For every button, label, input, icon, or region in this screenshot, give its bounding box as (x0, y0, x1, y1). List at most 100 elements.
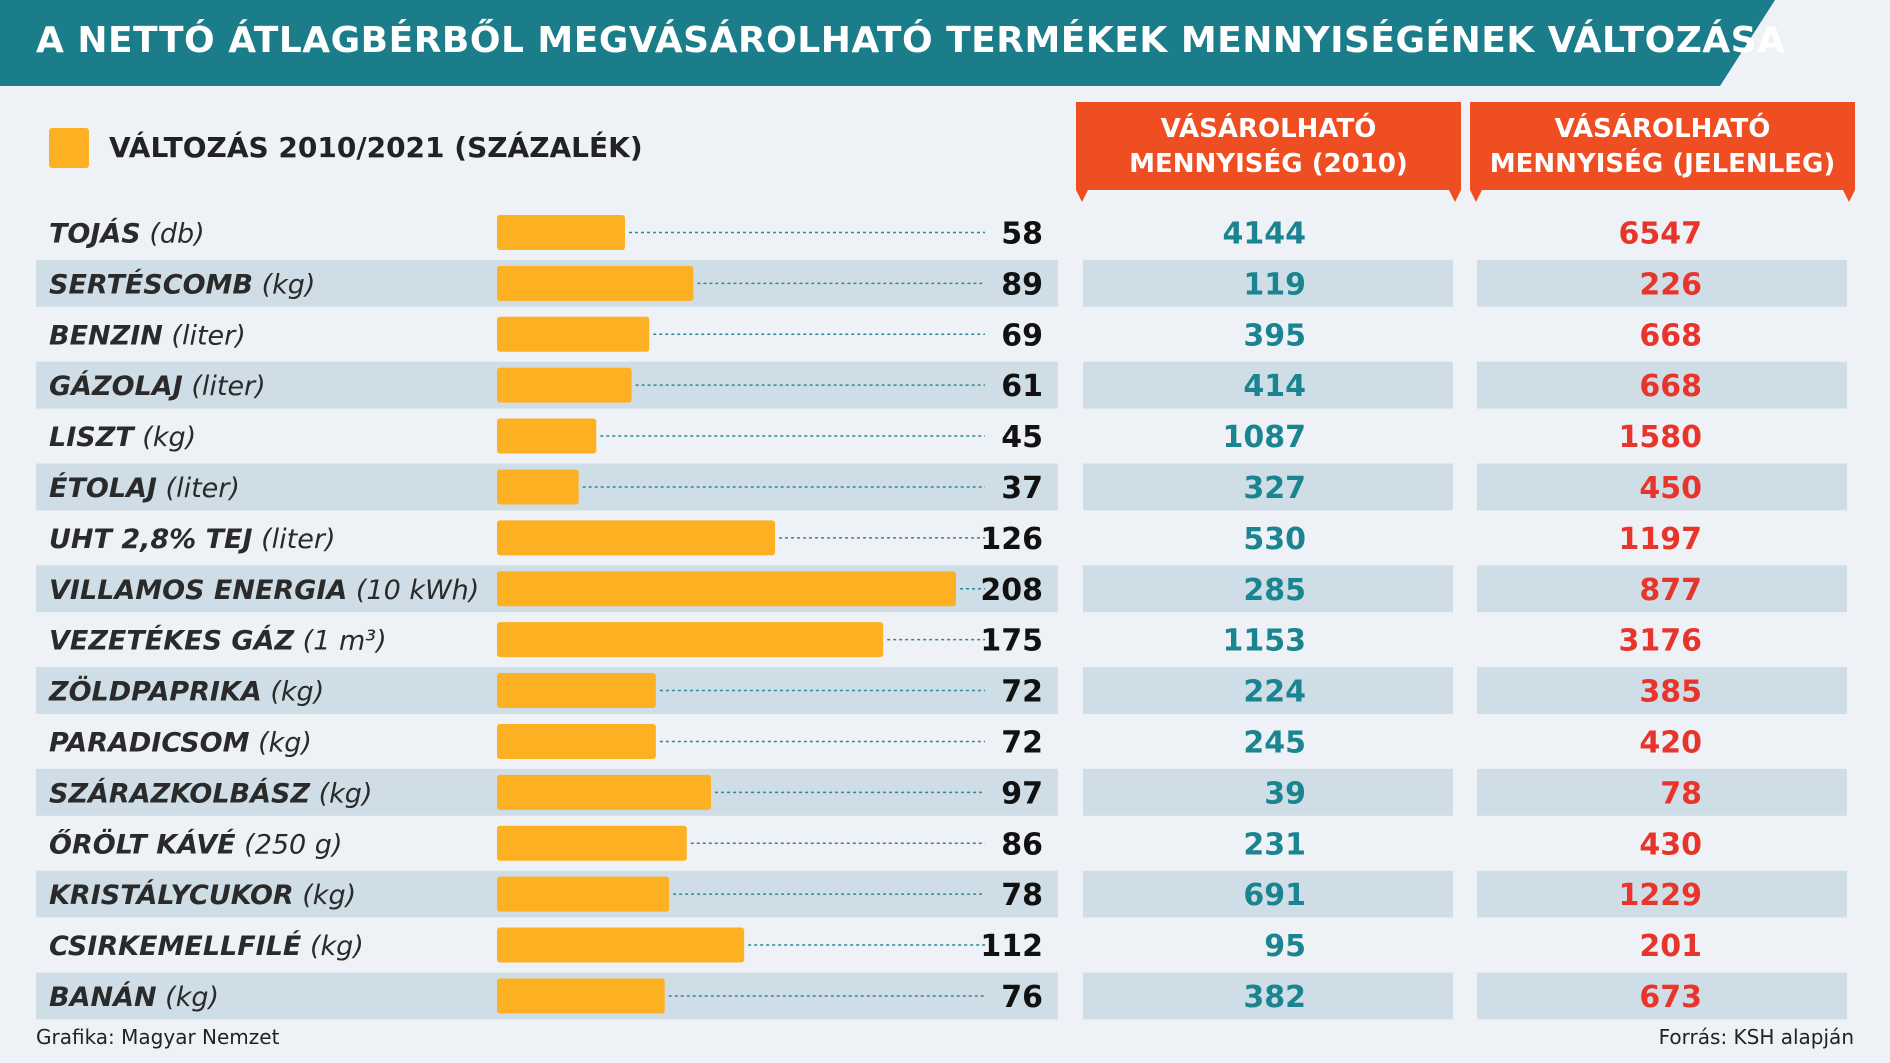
category-label: BANÁN (kg) (49, 981, 219, 1013)
category-unit: (kg) (310, 778, 372, 809)
category-label: BENZIN (liter) (49, 320, 246, 351)
row-stripe-jelenleg (1477, 361, 1847, 409)
category-unit: (250 g) (236, 829, 343, 860)
category-unit: (kg) (301, 931, 363, 962)
bar-value-label: 78 (1001, 878, 1043, 913)
bar-value-label: 58 (1001, 216, 1043, 251)
bar-value-label: 72 (1001, 675, 1043, 710)
bar (497, 418, 597, 454)
value-2010: 39 (1264, 776, 1306, 811)
bar-value-label: 69 (1001, 318, 1043, 353)
category-name: VEZETÉKES GÁZ (49, 625, 294, 657)
bar (497, 723, 656, 759)
table-row: TOJÁS (db) 58 4144 6547 (49, 214, 1702, 251)
category-name: SERTÉSCOMB (49, 268, 253, 300)
value-2010: 382 (1243, 980, 1306, 1015)
category-name: ZÖLDPAPRIKA (48, 675, 262, 708)
category-name: PARADICSOM (49, 727, 250, 758)
legend-label: VÁLTOZÁS 2010/2021 (SZÁZALÉK) (109, 131, 643, 164)
bar (497, 978, 665, 1014)
category-unit: (kg) (249, 727, 311, 758)
category-label: ÉTOLAJ (liter) (49, 472, 240, 504)
table-row: ZÖLDPAPRIKA (kg) 72 224 385 (36, 667, 1847, 714)
bar (497, 367, 632, 403)
row-stripe-jelenleg (1477, 259, 1847, 307)
category-name: SZÁRAZKOLBÁSZ (49, 777, 310, 809)
bar (497, 622, 884, 658)
table-row: GÁZOLAJ (liter) 61 414 668 (36, 361, 1847, 409)
category-label: UHT 2,8% TEJ (liter) (49, 524, 335, 555)
category-unit: (db) (141, 218, 205, 249)
category-unit: (liter) (183, 371, 266, 402)
bar (497, 265, 694, 301)
value-2010: 1153 (1223, 624, 1307, 659)
column-header-jelenleg-line1: VÁSÁROLHATÓ (1554, 114, 1771, 144)
row-stripe-jelenleg (1477, 667, 1847, 714)
category-label: VILLAMOS ENERGIA (10 kWh) (49, 575, 479, 606)
footer-credit: Grafika: Magyar Nemzet (36, 1025, 280, 1049)
value-jelenleg: 1580 (1619, 420, 1703, 455)
bar-value-label: 112 (980, 929, 1043, 964)
table-row: ÉTOLAJ (liter) 37 327 450 (36, 463, 1847, 511)
row-stripe-2010 (1083, 259, 1453, 307)
value-jelenleg: 3176 (1619, 624, 1703, 659)
category-label: CSIRKEMELLFILÉ (kg) (49, 930, 364, 962)
table-row: ŐRÖLT KÁVÉ (250 g) 86 231 430 (49, 825, 1702, 862)
bar (497, 520, 776, 556)
bar-value-label: 89 (1001, 267, 1043, 302)
bar (497, 316, 650, 352)
value-jelenleg: 1197 (1619, 522, 1703, 557)
bar (497, 214, 625, 250)
bar-value-label: 45 (1001, 420, 1043, 455)
chart-title: A NETTÓ ÁTLAGBÉRBŐL MEGVÁSÁROLHATÓ TERMÉ… (36, 20, 1786, 61)
table-row: UHT 2,8% TEJ (liter) 126 530 1197 (49, 520, 1702, 557)
bar-value-label: 37 (1001, 471, 1043, 506)
category-unit: (1 m³) (294, 626, 387, 657)
row-stripe-jelenleg (1477, 972, 1847, 1020)
column-header-jelenleg: VÁSÁROLHATÓ MENNYISÉG (JELENLEG) (1470, 102, 1855, 202)
bar (497, 927, 745, 963)
value-2010: 414 (1243, 369, 1306, 404)
value-2010: 530 (1243, 522, 1306, 557)
bar-value-label: 126 (980, 522, 1043, 557)
bar-value-label: 76 (1001, 980, 1043, 1015)
category-unit: (liter) (163, 320, 246, 351)
column-header-2010: VÁSÁROLHATÓ MENNYISÉG (2010) (1076, 102, 1461, 202)
row-stripe-2010 (1083, 463, 1453, 511)
bar-value-label: 86 (1001, 827, 1043, 862)
row-stripe-jelenleg (1477, 768, 1847, 816)
bar-value-label: 61 (1001, 369, 1043, 404)
value-2010: 245 (1243, 725, 1306, 760)
value-2010: 285 (1243, 573, 1306, 608)
value-jelenleg: 420 (1639, 725, 1702, 760)
category-unit: (kg) (262, 677, 324, 708)
category-name: VILLAMOS ENERGIA (49, 575, 347, 606)
category-label: VEZETÉKES GÁZ (1 m³) (49, 625, 387, 657)
category-label: PARADICSOM (kg) (49, 727, 312, 758)
row-stripe-2010 (1083, 768, 1453, 816)
value-jelenleg: 668 (1639, 318, 1702, 353)
bar (497, 469, 579, 505)
value-2010: 231 (1243, 827, 1306, 862)
row-stripe-jelenleg (1477, 565, 1847, 613)
category-label: LISZT (kg) (49, 422, 196, 453)
bar-value-label: 175 (980, 624, 1043, 659)
row-stripe-2010 (1083, 667, 1453, 714)
value-jelenleg: 201 (1639, 929, 1702, 964)
row-stripe-jelenleg (1477, 463, 1847, 511)
value-jelenleg: 78 (1660, 776, 1702, 811)
column-header-jelenleg-shape (1470, 102, 1855, 202)
category-name: ÉTOLAJ (49, 472, 157, 504)
category-label: KRISTÁLYCUKOR (kg) (49, 879, 356, 911)
row-stripe-jelenleg (1477, 870, 1847, 918)
value-jelenleg: 668 (1639, 369, 1702, 404)
value-2010: 327 (1243, 471, 1306, 506)
table-row: LISZT (kg) 45 1087 1580 (49, 418, 1703, 455)
value-2010: 395 (1243, 318, 1306, 353)
bar (497, 876, 670, 912)
category-label: GÁZOLAJ (liter) (49, 370, 266, 402)
column-header-2010-line1: VÁSÁROLHATÓ (1160, 114, 1377, 144)
category-label: SZÁRAZKOLBÁSZ (kg) (49, 777, 372, 809)
value-2010: 691 (1243, 878, 1306, 913)
